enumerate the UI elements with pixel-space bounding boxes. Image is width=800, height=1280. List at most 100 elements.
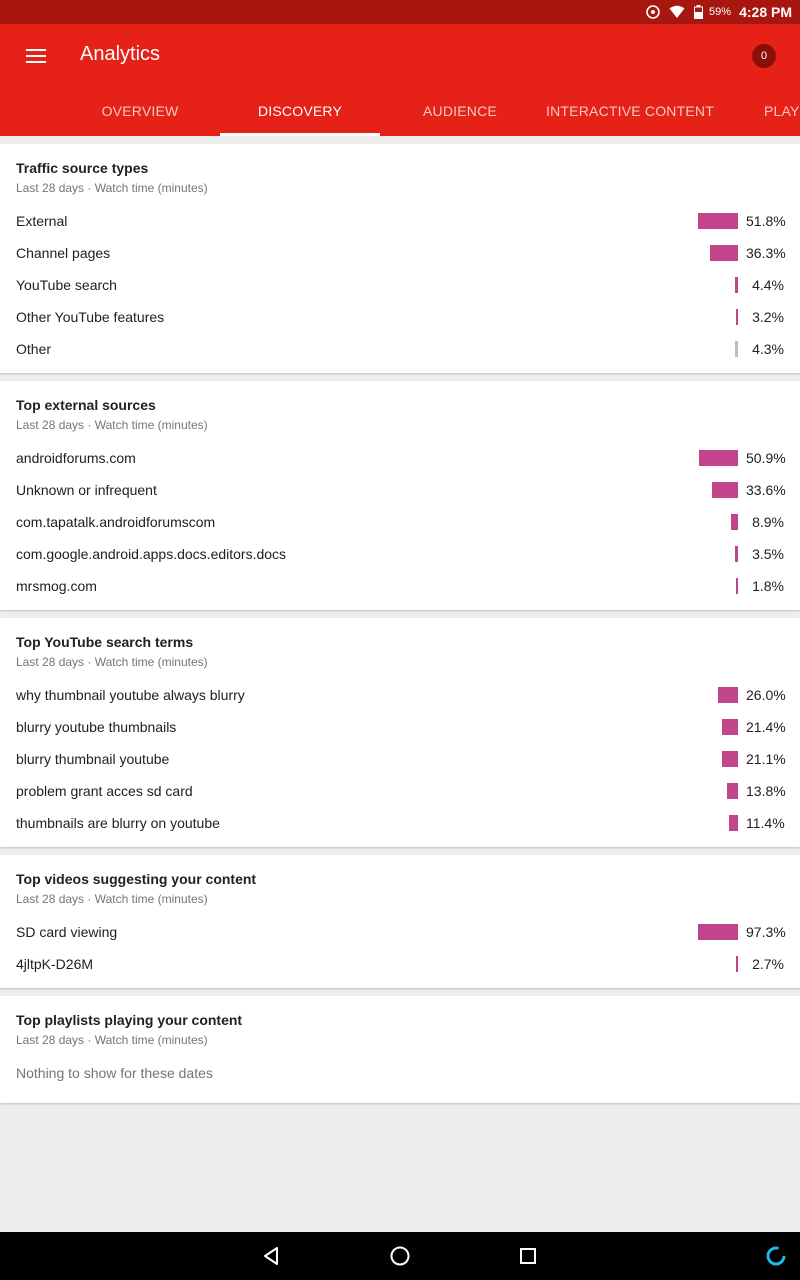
percentage-value: 13.8% bbox=[746, 783, 786, 799]
playlists-card: Top playlists playing your content Last … bbox=[0, 996, 800, 1103]
list-item[interactable]: blurry thumbnail youtube 21.1% bbox=[16, 743, 786, 775]
search-terms-card: Top YouTube search terms Last 28 days · … bbox=[0, 618, 800, 847]
percentage-bar bbox=[698, 213, 738, 229]
percentage-bar-track bbox=[698, 956, 738, 972]
percentage-bar-track bbox=[698, 815, 738, 831]
card-subtitle: Last 28 days · Watch time (minutes) bbox=[16, 1033, 208, 1047]
percentage-value: 51.8% bbox=[746, 213, 786, 229]
percentage-bar-track bbox=[698, 783, 738, 799]
list-item[interactable]: com.google.android.apps.docs.editors.doc… bbox=[16, 538, 784, 570]
card-title: Top videos suggesting your content bbox=[16, 871, 257, 887]
assistant-icon[interactable] bbox=[764, 1244, 788, 1268]
percentage-bar bbox=[736, 578, 738, 594]
list-item-label: 4jltpK-D26M bbox=[16, 956, 94, 972]
percentage-value: 1.8% bbox=[752, 578, 784, 594]
recents-icon[interactable] bbox=[516, 1244, 540, 1268]
percentage-bar bbox=[699, 450, 738, 466]
percentage-bar-track bbox=[698, 924, 738, 940]
list-item-label: Other bbox=[16, 341, 52, 357]
percentage-bar-track bbox=[698, 751, 738, 767]
list-item[interactable]: blurry youtube thumbnails 21.4% bbox=[16, 711, 786, 743]
percentage-value: 33.6% bbox=[746, 482, 786, 498]
notification-badge[interactable]: 0 bbox=[752, 44, 776, 68]
active-tab-indicator bbox=[220, 133, 380, 136]
card-title: Traffic source types bbox=[16, 160, 149, 176]
list-item[interactable]: YouTube search 4.4% bbox=[16, 269, 784, 301]
tab-playlists[interactable]: PLAYLISTS bbox=[764, 103, 800, 119]
home-icon[interactable] bbox=[388, 1244, 412, 1268]
list-item[interactable]: SD card viewing 97.3% bbox=[16, 916, 786, 948]
percentage-bar-track bbox=[698, 482, 738, 498]
list-item[interactable]: com.tapatalk.androidforumscom 8.9% bbox=[16, 506, 784, 538]
tab-bar: OVERVIEW DISCOVERY AUDIENCE INTERACTIVE … bbox=[0, 88, 800, 136]
percentage-bar-track bbox=[698, 277, 738, 293]
percentage-bar-track bbox=[698, 514, 738, 530]
list-item[interactable]: androidforums.com 50.9% bbox=[16, 442, 786, 474]
percentage-bar bbox=[735, 277, 738, 293]
percentage-value: 2.7% bbox=[752, 956, 784, 972]
percentage-bar-track bbox=[698, 687, 738, 703]
list-item[interactable]: thumbnails are blurry on youtube 11.4% bbox=[16, 807, 785, 839]
list-item[interactable]: External 51.8% bbox=[16, 205, 786, 237]
percentage-bar bbox=[710, 245, 738, 261]
clock: 4:28 PM bbox=[739, 4, 792, 20]
tab-audience[interactable]: AUDIENCE bbox=[423, 103, 497, 119]
hamburger-menu-icon[interactable] bbox=[24, 44, 48, 68]
list-item[interactable]: Other YouTube features 3.2% bbox=[16, 301, 784, 333]
back-icon[interactable] bbox=[260, 1244, 284, 1268]
external-sources-card: Top external sources Last 28 days · Watc… bbox=[0, 381, 800, 610]
list-item[interactable]: Unknown or infrequent 33.6% bbox=[16, 474, 786, 506]
app-bar: Analytics 0 OVERVIEW DISCOVERY AUDIENCE … bbox=[0, 24, 800, 136]
list-item[interactable]: Other 4.3% bbox=[16, 333, 784, 365]
list-item-label: problem grant acces sd card bbox=[16, 783, 193, 799]
percentage-bar-track bbox=[698, 450, 738, 466]
list-item[interactable]: why thumbnail youtube always blurry 26.0% bbox=[16, 679, 786, 711]
percentage-bar-track bbox=[698, 546, 738, 562]
list-item-label: External bbox=[16, 213, 68, 229]
list-item-label: thumbnails are blurry on youtube bbox=[16, 815, 220, 831]
percentage-bar bbox=[731, 514, 738, 530]
battery-percentage: 59% bbox=[709, 6, 732, 18]
percentage-bar bbox=[727, 783, 738, 799]
percentage-bar-track bbox=[698, 213, 738, 229]
list-item-label: Other YouTube features bbox=[16, 309, 165, 325]
tab-interactive-content[interactable]: INTERACTIVE CONTENT bbox=[546, 103, 714, 119]
content-area: Traffic source types Last 28 days · Watc… bbox=[0, 136, 800, 1103]
traffic-sources-card: Traffic source types Last 28 days · Watc… bbox=[0, 144, 800, 373]
percentage-bar bbox=[735, 546, 738, 562]
wifi-icon bbox=[669, 4, 685, 20]
percentage-bar bbox=[736, 309, 738, 325]
percentage-value: 36.3% bbox=[746, 245, 786, 261]
list-item[interactable]: Channel pages 36.3% bbox=[16, 237, 786, 269]
card-subtitle: Last 28 days · Watch time (minutes) bbox=[16, 418, 208, 432]
list-item-label: why thumbnail youtube always blurry bbox=[16, 687, 245, 703]
list-item-label: YouTube search bbox=[16, 277, 117, 293]
percentage-value: 8.9% bbox=[752, 514, 784, 530]
list-item-label: Unknown or infrequent bbox=[16, 482, 157, 498]
percentage-bar-track bbox=[698, 341, 738, 357]
card-title: Top playlists playing your content bbox=[16, 1012, 243, 1028]
system-nav-bar bbox=[0, 1232, 800, 1280]
percentage-bar-track bbox=[698, 719, 738, 735]
percentage-bar-track bbox=[698, 309, 738, 325]
list-item-label: Channel pages bbox=[16, 245, 111, 261]
empty-state-message: Nothing to show for these dates bbox=[16, 1065, 213, 1081]
tab-overview[interactable]: OVERVIEW bbox=[101, 103, 179, 119]
percentage-bar-track bbox=[698, 578, 738, 594]
percentage-value: 11.4% bbox=[746, 815, 785, 831]
list-item-label: blurry youtube thumbnails bbox=[16, 719, 177, 735]
percentage-bar bbox=[722, 719, 738, 735]
card-subtitle: Last 28 days · Watch time (minutes) bbox=[16, 181, 208, 195]
list-item[interactable]: problem grant acces sd card 13.8% bbox=[16, 775, 786, 807]
percentage-bar bbox=[712, 482, 738, 498]
percentage-value: 50.9% bbox=[746, 450, 786, 466]
list-item-label: SD card viewing bbox=[16, 924, 118, 940]
percentage-value: 21.1% bbox=[746, 751, 786, 767]
percentage-bar bbox=[735, 341, 738, 357]
page-title: Analytics bbox=[80, 43, 161, 65]
tab-discovery[interactable]: DISCOVERY bbox=[257, 103, 342, 119]
list-item[interactable]: mrsmog.com 1.8% bbox=[16, 570, 784, 602]
card-title: Top YouTube search terms bbox=[16, 634, 194, 650]
percentage-value: 26.0% bbox=[746, 687, 786, 703]
list-item[interactable]: 4jltpK-D26M 2.7% bbox=[16, 948, 784, 980]
